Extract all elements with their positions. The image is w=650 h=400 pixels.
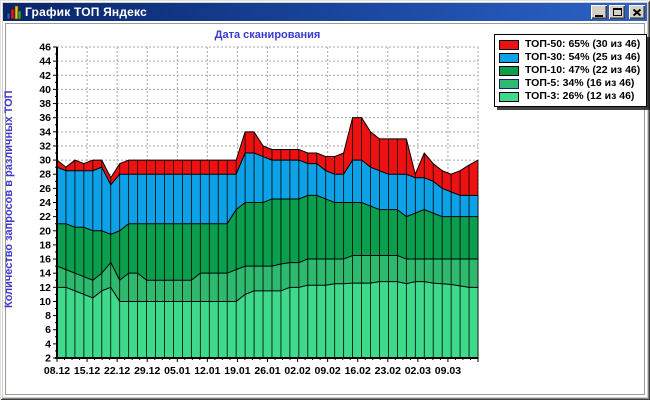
- legend-label: ТОП-5: 34% (16 из 46): [525, 77, 635, 89]
- legend-item: ТОП-50: 65% (30 из 46): [499, 38, 640, 51]
- area-series-edge: [56, 152, 478, 196]
- area-series-edge: [57, 194, 478, 235]
- area-series-edge: [57, 281, 478, 302]
- legend-item: ТОП-10: 47% (22 из 46): [499, 64, 640, 77]
- chart-legend: ТОП-50: 65% (30 из 46) ТОП-30: 54% (25 из…: [494, 34, 648, 107]
- app-icon: [6, 5, 22, 19]
- x-axis-label: 22.12: [104, 365, 130, 377]
- x-axis-label: 02.02: [284, 365, 310, 377]
- x-axis-label: 02.03: [405, 365, 431, 377]
- close-icon: [633, 8, 641, 16]
- y-axis-label: 46: [39, 42, 51, 54]
- y-axis-label: 12: [39, 282, 51, 294]
- x-axis-label: 23.02: [375, 365, 401, 377]
- y-axis-label: 4: [45, 338, 51, 350]
- x-axis-label: 15.12: [74, 365, 100, 377]
- y-axis-label: 22: [39, 211, 51, 223]
- y-axis-label: 2: [45, 353, 51, 365]
- y-axis-label: 10: [39, 296, 51, 308]
- maximize-button[interactable]: [609, 5, 625, 19]
- x-axis-label: 29.12: [134, 365, 160, 377]
- title-bar[interactable]: График ТОП Яндекс: [3, 3, 647, 21]
- y-axis-label: 26: [39, 183, 51, 195]
- window-title: График ТОП Яндекс: [25, 5, 147, 19]
- x-axis-label: 08.12: [44, 365, 70, 377]
- x-axis-label: 05.01: [164, 365, 190, 377]
- legend-item: ТОП-30: 54% (25 из 46): [499, 51, 640, 64]
- y-axis-label: 32: [39, 140, 51, 152]
- legend-item: ТОП-3: 26% (12 из 46): [499, 90, 640, 103]
- y-axis-label: 18: [39, 239, 51, 251]
- area-series-edge: [56, 117, 479, 179]
- close-button[interactable]: [629, 5, 645, 19]
- legend-swatch: [499, 78, 519, 89]
- chart-title: Дата сканирования: [214, 29, 321, 41]
- y-axis-label: 42: [39, 70, 51, 82]
- x-axis-label: 26.01: [254, 365, 280, 377]
- y-axis-label: 24: [39, 197, 51, 209]
- y-axis-label: 38: [39, 98, 51, 110]
- maximize-icon: [612, 8, 622, 16]
- legend-swatch: [499, 39, 519, 50]
- legend-swatch: [499, 65, 519, 76]
- legend-swatch: [499, 52, 519, 63]
- area-series-edge: [56, 255, 478, 282]
- x-axis-label: 16.02: [345, 365, 371, 377]
- y-axis-label: 44: [39, 56, 51, 68]
- y-axis-title: Количество запросов в различных ТОП: [3, 90, 15, 309]
- x-axis-label: 19.01: [224, 365, 250, 377]
- x-axis-label: 09.02: [315, 365, 341, 377]
- legend-item: ТОП-5: 34% (16 из 46): [499, 77, 640, 90]
- x-axis-label: 12.01: [194, 365, 220, 377]
- legend-label: ТОП-50: 65% (30 из 46): [525, 38, 641, 50]
- y-axis-label: 20: [39, 225, 51, 237]
- legend-swatch: [499, 91, 519, 102]
- legend-label: ТОП-10: 47% (22 из 46): [525, 64, 641, 76]
- legend-label: ТОП-30: 54% (25 из 46): [525, 51, 641, 63]
- y-axis-label: 16: [39, 254, 51, 266]
- minimize-icon: [595, 14, 603, 17]
- legend-label: ТОП-3: 26% (12 из 46): [525, 90, 635, 102]
- x-axis-label: 09.03: [435, 365, 461, 377]
- y-axis-label: 8: [45, 310, 51, 322]
- y-axis-label: 14: [39, 268, 51, 280]
- area-series: [57, 281, 478, 358]
- y-axis-label: 36: [39, 112, 51, 124]
- minimize-button[interactable]: [591, 5, 607, 19]
- y-axis-label: 40: [39, 84, 51, 96]
- y-axis-label: 30: [39, 155, 51, 167]
- y-axis-label: 28: [39, 169, 51, 181]
- y-axis-label: 34: [39, 126, 51, 138]
- y-axis-label: 6: [45, 324, 51, 336]
